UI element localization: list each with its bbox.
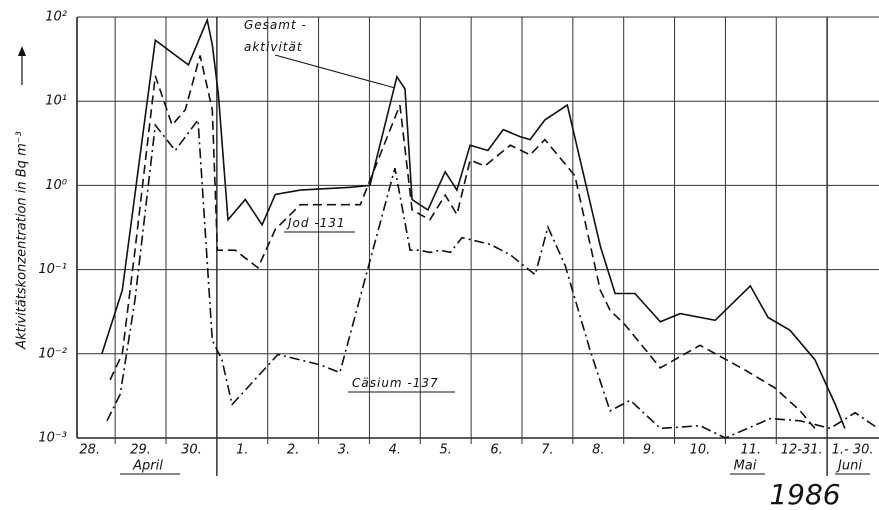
month-label: Juni — [835, 459, 862, 474]
month-label: Mai — [734, 459, 757, 474]
y-axis-label: Aktivitätskonzentration in Bq m⁻³ — [15, 131, 30, 350]
x-tick-label: 1.- 30. — [832, 443, 874, 458]
y-tick-label: 10⁻³ — [38, 431, 67, 446]
x-tick-label: 8. — [592, 443, 604, 458]
leader-line — [274, 54, 396, 89]
x-tick-label: 7. — [541, 443, 553, 458]
x-tick-label: 1. — [236, 443, 248, 458]
series-line — [101, 17, 846, 429]
x-tick-label: 29. — [130, 443, 151, 458]
x-tick-label: 4. — [389, 443, 401, 458]
y-tick-label: 10¹ — [45, 94, 67, 109]
x-tick-label: 5. — [440, 443, 452, 458]
x-tick-label: 28. — [79, 443, 100, 458]
month-label: April — [132, 459, 163, 474]
x-tick-label: 12-31. — [781, 443, 823, 458]
x-tick-label: 11. — [740, 443, 761, 458]
x-tick-label: 10. — [690, 443, 711, 458]
series-label: Jod -131 — [288, 216, 346, 230]
y-tick-label: 10⁰ — [45, 178, 68, 193]
x-tick-label: 3. — [338, 443, 350, 458]
axis-arrow-head — [18, 46, 26, 56]
x-tick-label: 30. — [181, 443, 202, 458]
x-tick-label: 2. — [287, 443, 299, 458]
series-label: Gesamt - aktivität — [244, 18, 307, 54]
y-tick-label: 10⁻² — [38, 346, 67, 361]
x-tick-label: 9. — [643, 443, 655, 458]
year: 1986 — [769, 478, 840, 510]
y-tick-label: 10⁻¹ — [38, 262, 67, 277]
y-tick-label: 10² — [45, 10, 67, 25]
series-line — [109, 55, 816, 429]
series-label: Cäsium -137 — [352, 376, 439, 390]
series-line — [106, 117, 879, 439]
x-tick-label: 6. — [490, 443, 502, 458]
